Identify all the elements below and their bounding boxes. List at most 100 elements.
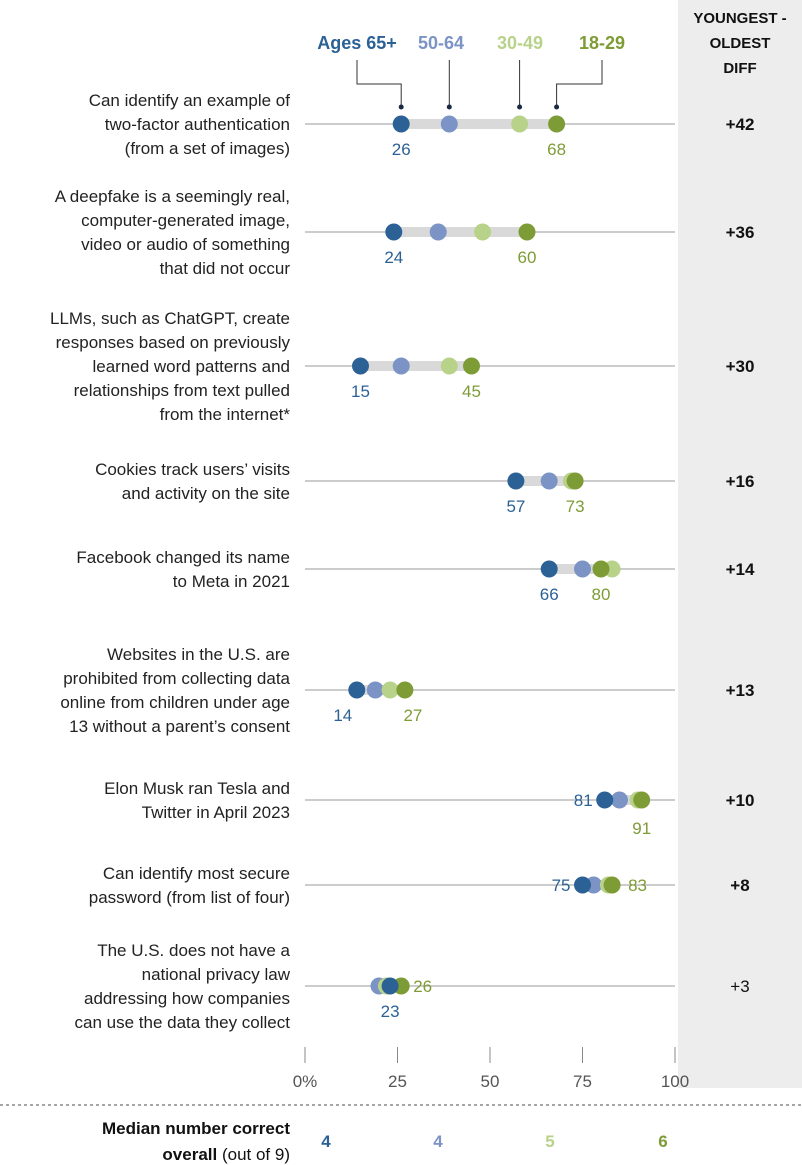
diff-value: +42 — [726, 115, 755, 134]
row-label-line: Cookies track users’ visits — [95, 460, 290, 479]
row-label-line: Websites in the U.S. are — [107, 645, 290, 664]
legend-leader-endpoint — [398, 104, 404, 110]
x-axis-tick-label: 25 — [388, 1072, 407, 1091]
diff-value: +14 — [726, 560, 755, 579]
legend-label-ages_50_64: 50-64 — [418, 33, 464, 53]
row-label-line: (from a set of images) — [125, 139, 290, 158]
row-label-line: that did not occur — [160, 259, 291, 278]
value-label-oldest: 15 — [351, 382, 370, 401]
median-label-line2: overall (out of 9) — [162, 1145, 290, 1164]
median-label-bold: overall — [162, 1145, 217, 1164]
diff-value: +10 — [726, 791, 755, 810]
dot-ages_50_64 — [440, 115, 458, 133]
row-label-line: and activity on the site — [122, 484, 290, 503]
dot-ages_18_29 — [633, 791, 651, 809]
median-value-ages_50_64: 4 — [433, 1132, 443, 1151]
row-label-line: Facebook changed its name — [76, 548, 290, 567]
legend-leader-line — [556, 60, 603, 107]
diff-value: +13 — [726, 681, 755, 700]
value-label-youngest: 91 — [632, 819, 651, 838]
x-axis-tick-label: 0% — [293, 1072, 318, 1091]
diff-header-line: OLDEST — [710, 35, 771, 52]
dot-ages_50_64 — [366, 681, 384, 699]
dot-ages_65_plus — [540, 560, 558, 578]
median-label-line1: Median number correct — [102, 1119, 290, 1138]
legend-leader-endpoint — [554, 104, 560, 110]
row-label-line: A deepfake is a seemingly real, — [55, 187, 290, 206]
row-label-line: Can identify most secure — [103, 864, 290, 883]
dot-ages_50_64 — [429, 223, 447, 241]
diff-value: +16 — [726, 472, 755, 491]
legend-label-ages_30_49: 30-49 — [497, 33, 543, 53]
x-axis-tick-label: 50 — [481, 1072, 500, 1091]
diff-value: +8 — [730, 876, 749, 895]
row-label-line: Twitter in April 2023 — [142, 803, 290, 822]
legend-label-ages_18_29: 18-29 — [579, 33, 625, 53]
median-value-ages_30_49: 5 — [545, 1132, 554, 1151]
dot-ages_50_64 — [574, 560, 591, 578]
dot-ages_65_plus — [352, 357, 369, 375]
row-label-line: relationships from text pulled — [74, 381, 290, 400]
dot-ages_65_plus — [574, 876, 591, 894]
value-label-oldest: 75 — [552, 876, 571, 895]
row-label-line: Can identify an example of — [89, 91, 291, 110]
legend-label-ages_65_plus: Ages 65+ — [317, 33, 397, 53]
x-axis-tick-label: 100 — [661, 1072, 689, 1091]
dot-ages_50_64 — [540, 472, 558, 490]
row-label-line: Elon Musk ran Tesla and — [104, 779, 290, 798]
dot-ages_50_64 — [611, 791, 628, 809]
median-label-plain: (out of 9) — [217, 1145, 290, 1164]
dot-ages_30_49 — [474, 223, 492, 241]
value-label-youngest: 45 — [462, 382, 481, 401]
dot-ages_65_plus — [596, 791, 614, 809]
dot-ages_18_29 — [396, 681, 414, 699]
dot-ages_18_29 — [592, 560, 610, 578]
dot-ages_65_plus — [392, 115, 410, 133]
row-label-line: from the internet* — [160, 405, 291, 424]
value-label-oldest: 14 — [333, 706, 352, 725]
value-label-oldest: 81 — [574, 791, 593, 810]
dot-ages_18_29 — [518, 223, 536, 241]
dot-ages_65_plus — [381, 977, 399, 995]
row-label-line: video or audio of something — [81, 235, 290, 254]
dot-ages_50_64 — [392, 357, 410, 375]
value-label-youngest: 27 — [403, 706, 422, 725]
median-value-ages_18_29: 6 — [658, 1132, 667, 1151]
value-label-youngest: 80 — [592, 585, 611, 604]
row-label-line: national privacy law — [142, 965, 291, 984]
median-value-ages_65_plus: 4 — [321, 1132, 331, 1151]
row-label-line: addressing how companies — [84, 989, 290, 1008]
dot-ages_18_29 — [566, 472, 584, 490]
dot-ages_18_29 — [463, 357, 480, 375]
legend-leader-endpoint — [446, 104, 452, 110]
row-label-line: 13 without a parent’s consent — [69, 717, 290, 736]
value-label-oldest: 24 — [384, 248, 403, 267]
legend-leader-endpoint — [517, 104, 523, 110]
row-label-line: online from children under age — [60, 693, 290, 712]
value-label-oldest: 26 — [392, 140, 411, 159]
value-label-youngest: 83 — [628, 876, 647, 895]
row-label-line: two-factor authentication — [105, 115, 290, 134]
row-label-line: prohibited from collecting data — [63, 669, 290, 688]
row-label-line: learned word patterns and — [92, 357, 290, 376]
value-label-youngest: 26 — [413, 977, 432, 996]
diff-value: +3 — [730, 977, 749, 996]
row-label-line: The U.S. does not have a — [97, 941, 290, 960]
value-label-youngest: 60 — [518, 248, 537, 267]
diff-header-line: DIFF — [723, 60, 756, 77]
dot-ages_30_49 — [440, 357, 458, 375]
dot-ages_65_plus — [507, 472, 525, 490]
value-label-oldest: 57 — [506, 497, 525, 516]
value-label-youngest: 68 — [547, 140, 566, 159]
row-label-line: LLMs, such as ChatGPT, create — [50, 309, 290, 328]
row-label-line: to Meta in 2021 — [173, 572, 290, 591]
dot-ages_65_plus — [348, 681, 366, 699]
dot-ages_65_plus — [385, 223, 403, 241]
value-label-oldest: 23 — [381, 1002, 400, 1021]
row-label-line: responses based on previously — [56, 333, 291, 352]
legend-leader-line — [356, 60, 402, 107]
value-label-oldest: 66 — [540, 585, 559, 604]
diff-panel-background — [678, 0, 802, 1088]
dot-ages_30_49 — [381, 681, 399, 699]
